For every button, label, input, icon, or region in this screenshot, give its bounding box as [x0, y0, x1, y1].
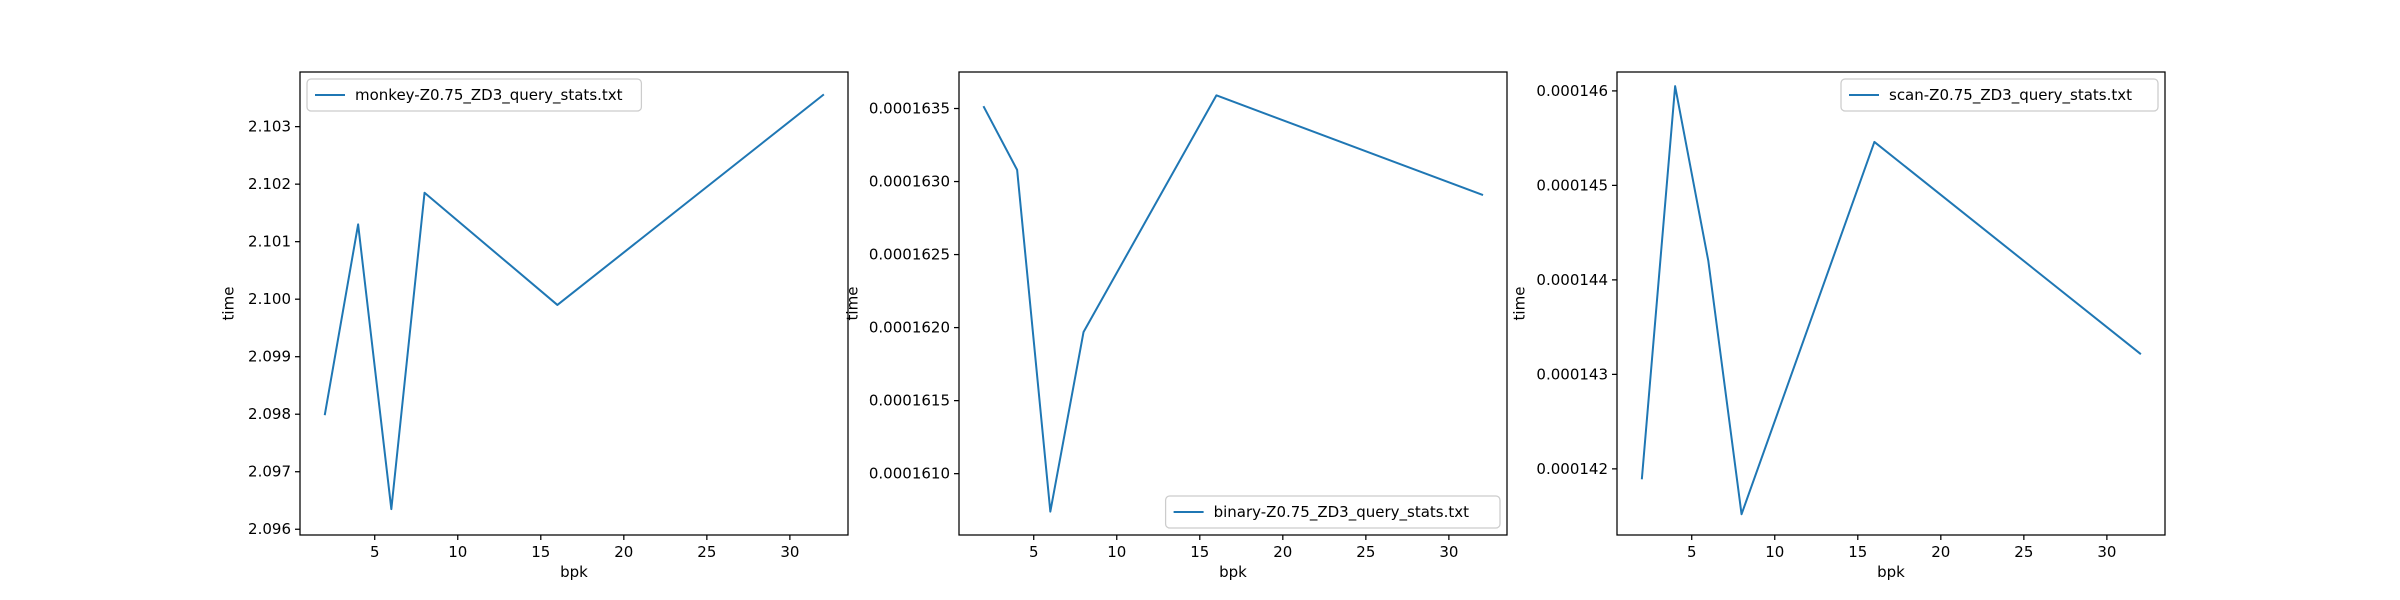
x-tick-label-3-6: 30	[2097, 543, 2116, 561]
x-tick-label-3-3: 15	[1848, 543, 1867, 561]
x-tick-label-1-6: 30	[780, 543, 799, 561]
x-tick-label-3-5: 25	[2014, 543, 2033, 561]
series-line-2-1	[982, 94, 1484, 513]
x-tick-label-2-3: 15	[1190, 543, 1209, 561]
x-axis-label-1: bpk	[560, 563, 588, 581]
y-tick-label-3-1: 0.000142	[1536, 460, 1608, 478]
x-tick-label-2-4: 20	[1273, 543, 1292, 561]
plot-area-frame-2	[958, 71, 1508, 536]
x-tick-label-1-2: 10	[448, 543, 467, 561]
y-tick-label-3-2: 0.000143	[1536, 365, 1608, 383]
y-tick-label-2-5: 0.0001630	[869, 173, 950, 191]
y-tick-label-3-4: 0.000145	[1536, 176, 1608, 194]
legend-label-3: scan-Z0.75_ZD3_query_stats.txt	[1889, 86, 2132, 105]
legend-2: binary-Z0.75_ZD3_query_stats.txt	[1164, 495, 1501, 529]
legend-label-2: binary-Z0.75_ZD3_query_stats.txt	[1214, 503, 1470, 522]
y-tick-label-2-6: 0.0001635	[869, 100, 950, 118]
y-tick-label-1-2: 2.097	[248, 463, 291, 481]
x-tick-label-1-1: 5	[370, 543, 380, 561]
legend-1: monkey-Z0.75_ZD3_query_stats.txt	[306, 78, 643, 112]
y-tick-label-2-1: 0.0001610	[869, 465, 950, 483]
y-tick-label-1-8: 2.103	[248, 118, 291, 136]
chart-panel-1: 5 10 15 20 25 30 2.096 2.097 2.098 2.099 2.100 2.10…	[220, 71, 849, 581]
chart-panel-2: 5 10 15 20 25 30 0.0001610 0.0001615 0.0001620 0.…	[844, 71, 1508, 581]
plot-area-frame-1	[299, 71, 849, 536]
legend-label-1: monkey-Z0.75_ZD3_query_stats.txt	[355, 86, 623, 105]
x-axis-label-3: bpk	[1877, 563, 1905, 581]
y-axis-label-3: time	[1510, 287, 1528, 321]
y-axis-label-1: time	[220, 287, 238, 321]
chart-panel-3: 5 10 15 20 25 30 0.000142 0.000143 0.000144 0.000…	[1510, 71, 2166, 581]
y-tick-label-3-5: 0.000146	[1536, 82, 1608, 100]
y-tick-label-2-2: 0.0001615	[869, 392, 950, 410]
y-tick-label-1-4: 2.099	[248, 348, 291, 366]
y-tick-label-2-4: 0.0001625	[869, 246, 950, 264]
x-tick-label-3-4: 20	[1931, 543, 1950, 561]
series-line-3-1	[1640, 85, 2142, 516]
legend-box-2	[1164, 495, 1501, 529]
x-tick-label-1-5: 25	[697, 543, 716, 561]
y-axis-label-2: time	[844, 287, 862, 321]
x-tick-label-2-6: 30	[1439, 543, 1458, 561]
y-tick-label-2-3: 0.0001620	[869, 319, 950, 337]
x-tick-label-3-1: 5	[1687, 543, 1697, 561]
x-tick-label-2-1: 5	[1029, 543, 1039, 561]
y-tick-label-1-3: 2.098	[248, 405, 291, 423]
legend-3: scan-Z0.75_ZD3_query_stats.txt	[1840, 78, 2159, 112]
x-tick-label-2-2: 10	[1107, 543, 1126, 561]
x-tick-label-3-2: 10	[1765, 543, 1784, 561]
legend-box-1	[306, 78, 643, 112]
plot-area-frame-3	[1616, 71, 2166, 536]
x-tick-label-2-5: 25	[1356, 543, 1375, 561]
y-tick-label-1-7: 2.102	[248, 175, 291, 193]
y-tick-label-3-3: 0.000144	[1536, 271, 1608, 289]
x-tick-label-1-4: 20	[614, 543, 633, 561]
y-tick-label-1-6: 2.101	[248, 233, 291, 251]
series-line-1-1	[323, 93, 825, 511]
legend-box-3	[1840, 78, 2159, 112]
x-tick-label-1-3: 15	[531, 543, 550, 561]
y-tick-label-1-5: 2.100	[248, 290, 291, 308]
y-tick-label-1-1: 2.096	[248, 520, 291, 538]
x-axis-label-2: bpk	[1219, 563, 1247, 581]
